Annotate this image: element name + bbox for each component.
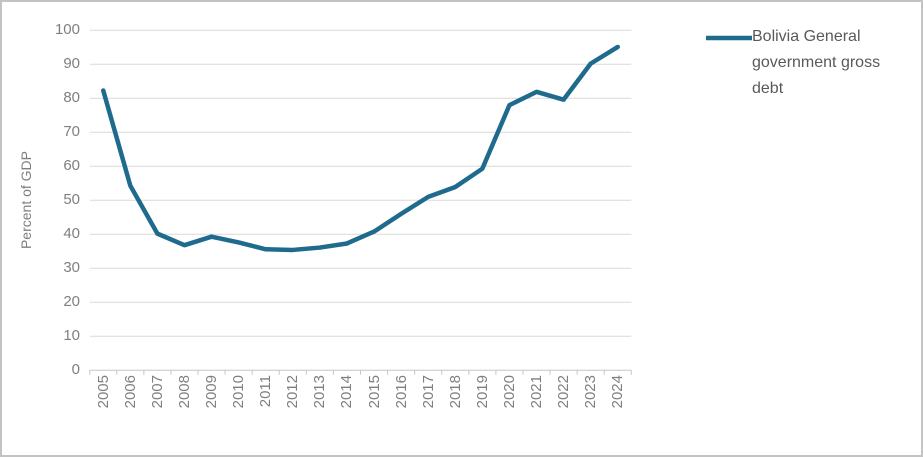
x-tick-label: 2009 [203,375,221,409]
y-tick-label: 80 [63,89,80,107]
series-line [100,44,621,253]
x-tick-label: 2013 [311,375,329,409]
x-tick-label: 2014 [338,375,356,409]
x-tick-label: 2006 [121,375,139,409]
x-tick-label: 2024 [609,375,627,409]
y-tick-label: 0 [71,361,80,379]
x-tick-label: 2023 [582,375,600,409]
legend-line-swatch [706,35,752,41]
x-tick-label: 2017 [419,375,437,409]
x-tick-label: 2005 [94,375,112,409]
y-tick-label: 10 [63,327,80,345]
y-tick-label: 30 [63,259,80,277]
x-tick-label: 2016 [392,375,410,409]
x-tick-label: 2018 [446,375,464,409]
x-tick-label: 2007 [148,375,166,409]
y-tick-label: 50 [63,191,80,209]
x-tick-label: 2021 [528,375,546,409]
x-tick-label: 2015 [365,375,383,409]
x-tick-label: 2020 [500,375,518,409]
y-tick-label: 70 [63,123,80,141]
y-tick-label: 90 [63,55,80,73]
x-tick-label: 2010 [230,375,248,409]
x-tick-label: 2022 [555,375,573,409]
x-tick-label: 2012 [284,375,302,409]
y-tick-label: 60 [63,157,80,175]
x-tick-label: 2008 [175,375,193,409]
legend: Bolivia General government gross debt [706,28,902,102]
x-tick-label: 2011 [257,375,275,408]
legend-series-label: Bolivia General government gross debt [752,28,881,97]
y-tick-label: 40 [63,225,80,243]
y-tick-label: 20 [63,293,80,311]
x-tick-label: 2019 [473,375,491,409]
y-tick-label: 100 [54,21,80,39]
